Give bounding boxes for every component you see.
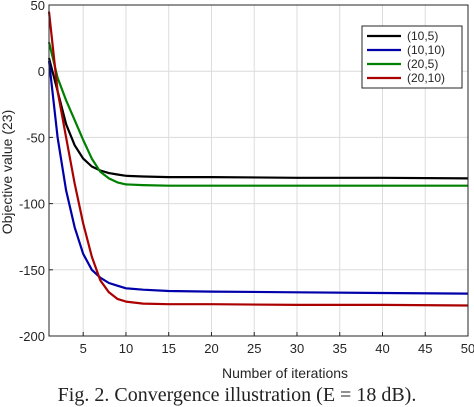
x-axis-label: Number of iterations	[222, 365, 348, 381]
y-tick-label: -150	[19, 263, 45, 278]
legend-label: (20,10)	[407, 71, 445, 85]
x-tick-label: 25	[247, 341, 261, 356]
legend: (10,5)(10,10)(20,5)(20,10)	[361, 25, 463, 89]
y-tick-label: 50	[31, 0, 45, 13]
x-tick-label: 10	[119, 341, 133, 356]
series-line	[47, 11, 469, 307]
series-line	[47, 41, 468, 187]
x-tick-label: 35	[333, 341, 347, 356]
x-tick-label: 30	[290, 341, 304, 356]
legend-label: (10,10)	[407, 43, 445, 57]
figure-caption: Fig. 2. Convergence illustration (E = 18…	[57, 384, 417, 406]
x-tick-labels: 5 10 15 20 25 30 35 40 45 50	[80, 341, 474, 356]
x-tick-label: 45	[418, 341, 432, 356]
plot-frame	[48, 4, 469, 337]
y-tick-label: 0	[38, 64, 45, 79]
y-tick-labels: 50 0 -50 -100 -150 -200	[19, 0, 45, 344]
series-line	[47, 60, 469, 295]
x-tick-label: 5	[80, 341, 87, 356]
x-tick-label: 50	[461, 341, 474, 356]
y-tick-label: -200	[19, 329, 45, 344]
series-layer	[47, 11, 469, 307]
legend-label: (20,5)	[407, 57, 438, 71]
x-tick-label: 15	[161, 341, 175, 356]
y-tick-label: -50	[26, 130, 45, 145]
x-tick-label: 20	[204, 341, 218, 356]
y-axis-label: Objective value (23)	[0, 110, 15, 235]
x-tick-label: 40	[375, 341, 389, 356]
series-line	[47, 57, 469, 180]
y-tick-label: -100	[19, 197, 45, 212]
legend-label: (10,5)	[407, 29, 438, 43]
